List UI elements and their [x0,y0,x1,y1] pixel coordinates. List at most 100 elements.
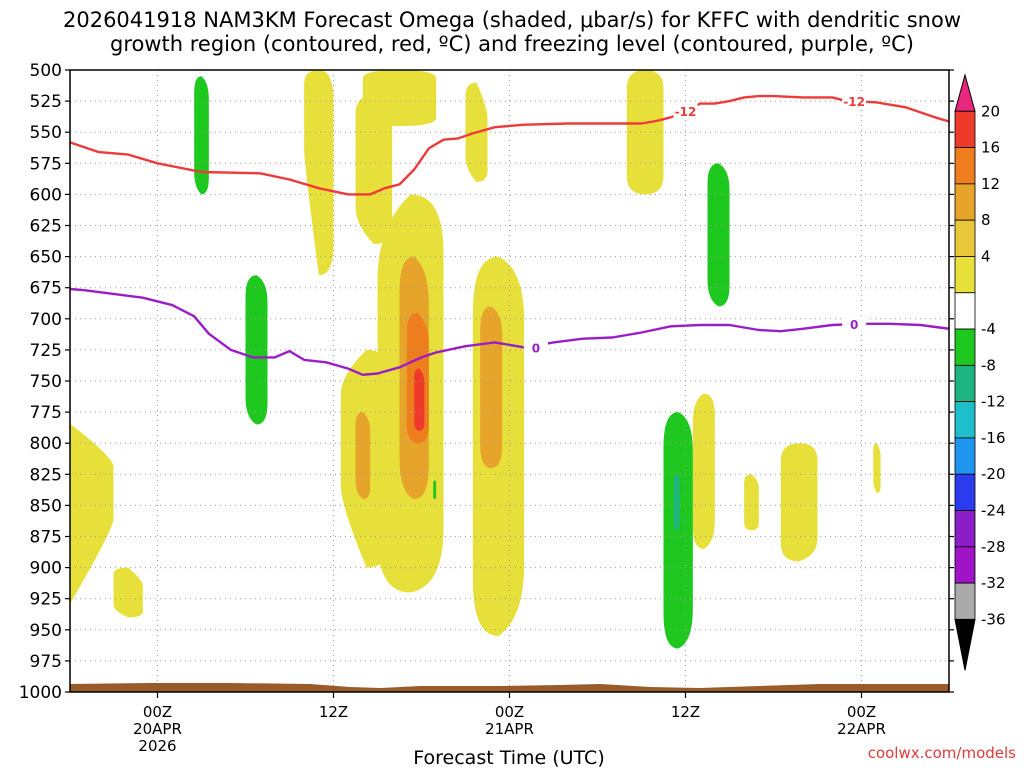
y-tick-label: 650 [30,248,62,268]
contour-label: 0 [532,341,540,355]
colorbar-segment [954,546,976,584]
x-tick-label: 00Z [495,703,524,721]
credit-text: coolwx.com/models [868,744,1016,762]
colorbar-segment [954,256,976,294]
contour-label-bg [842,315,867,331]
y-tick-label: 750 [30,372,62,392]
y-tick-label: 600 [30,185,62,205]
colorbar-segment [954,401,976,439]
x-tick-label: 12Z [671,703,700,721]
y-tick-label: 1000 [19,683,62,703]
y-axis: 500 525 550 575 600 625 650 675 700 725 750 775 800 8… [19,61,954,703]
x-tick-label: 00Z [847,703,876,721]
y-tick-label: 525 [30,92,62,112]
omega-region-pos-16-core [414,368,425,431]
omega-region-neg-lower-right [663,412,693,649]
colorbar-segment [954,110,976,148]
colorbar-label: -36 [981,610,1006,628]
colorbar-segment [954,364,976,403]
colorbar-label: -8 [981,356,996,374]
y-tick-label: 875 [30,528,62,548]
colorbar-segment [954,328,976,366]
y-tick-label: 800 [30,434,62,454]
colorbar-label: 16 [981,139,1000,157]
y-tick-label: 925 [30,590,62,610]
colorbar-segment [954,219,976,257]
x-tick-label: 22APR [837,720,886,738]
colorbar-bottom-arrow [954,618,976,671]
colorbar-label: -4 [981,320,996,338]
colorbar-label: -32 [981,574,1006,592]
omega-region-neg-mid-right [707,163,730,307]
plot-area: -12 -12 0 0 [69,69,950,693]
surface-terrain [70,683,949,692]
colorbar-segment [954,292,976,330]
y-tick-label: 950 [30,621,62,641]
omega-region-neg-upper-left [194,76,209,195]
y-tick-label: 725 [30,341,62,361]
x-tick-label: 21APR [485,720,534,738]
y-tick-label: 775 [30,403,62,423]
x-tick-label: 00Z [143,703,172,721]
y-tick-label: 500 [30,61,62,81]
omega-region-pos-lower-right-c [780,443,818,562]
omega-region-pos-8-right [480,306,503,469]
terrain-band [70,683,949,692]
omega-region-neg-8-lower-right [673,474,680,531]
contour-freezing-level-zero [70,287,949,376]
omega-shading [70,70,881,649]
omega-region-neg-speck [433,480,437,500]
contour-label-bg [842,93,867,109]
omega-region-pos-lower-right-a [692,393,715,549]
colorbar-segment [954,437,976,475]
colorbar-label: -24 [981,502,1006,520]
y-tick-label: 675 [30,279,62,299]
colorbar-label: -28 [981,538,1006,556]
y-tick-label: 850 [30,496,62,516]
colorbar-segment [954,582,976,620]
contour-dendritic-growth-minus12 [70,94,949,196]
contour-label-bg [523,339,548,355]
contour-label-bg [673,103,698,119]
y-tick-label: 625 [30,217,62,237]
colorbar-label: 20 [981,102,1000,120]
y-tick-label: 700 [30,310,62,330]
colorbar-label: -16 [981,429,1006,447]
x-tick-label: 2026 [138,737,176,755]
omega-region-neg-mid-left [245,275,268,425]
y-tick-label: 550 [30,123,62,143]
colorbar-segment [954,510,976,548]
contour-label: 0 [850,318,858,332]
colorbar-segment [954,147,976,185]
y-tick-label: 825 [30,465,62,485]
omega-region-pos-band-upper-a [304,70,334,276]
x-tick-label: 12Z [319,703,348,721]
y-tick-label: 575 [30,154,62,174]
contour-label: -12 [843,95,865,109]
y-tick-label: 900 [30,559,62,579]
colorbar-label: -20 [981,465,1006,483]
colorbar-label: -12 [981,393,1006,411]
omega-region-pos-lower-right-d [873,443,881,493]
colorbar-segment [954,473,976,511]
colorbar-segment [954,183,976,221]
chart-title-line2: growth region (contoured, red, ºC) and f… [110,32,914,56]
omega-region-pos-left-blob [113,567,143,618]
omega-region-pos-ascent-col [355,94,393,245]
colorbar-label: 12 [981,175,1000,193]
colorbar: 20 16 12 8 4 -4 -8 -12 -16 -20 -24 -28 -32 -36 [954,73,1006,671]
y-tick-label: 975 [30,652,62,672]
contour-label: -12 [675,105,697,119]
grid [70,70,949,692]
colorbar-label: 8 [981,211,991,229]
chart-title-line1: 2026041918 NAM3KM Forecast Omega (shaded… [63,8,961,32]
omega-region-pos-lower-right-b [744,474,759,531]
colorbar-label: 4 [981,247,991,265]
contours: -12 -12 0 0 [70,93,949,376]
x-axis-label: Forecast Time (UTC) [413,747,604,768]
omega-region-pos-8-left [355,412,371,500]
omega-region-pos-left-lower [70,423,114,604]
x-tick-label: 20APR [133,720,182,738]
